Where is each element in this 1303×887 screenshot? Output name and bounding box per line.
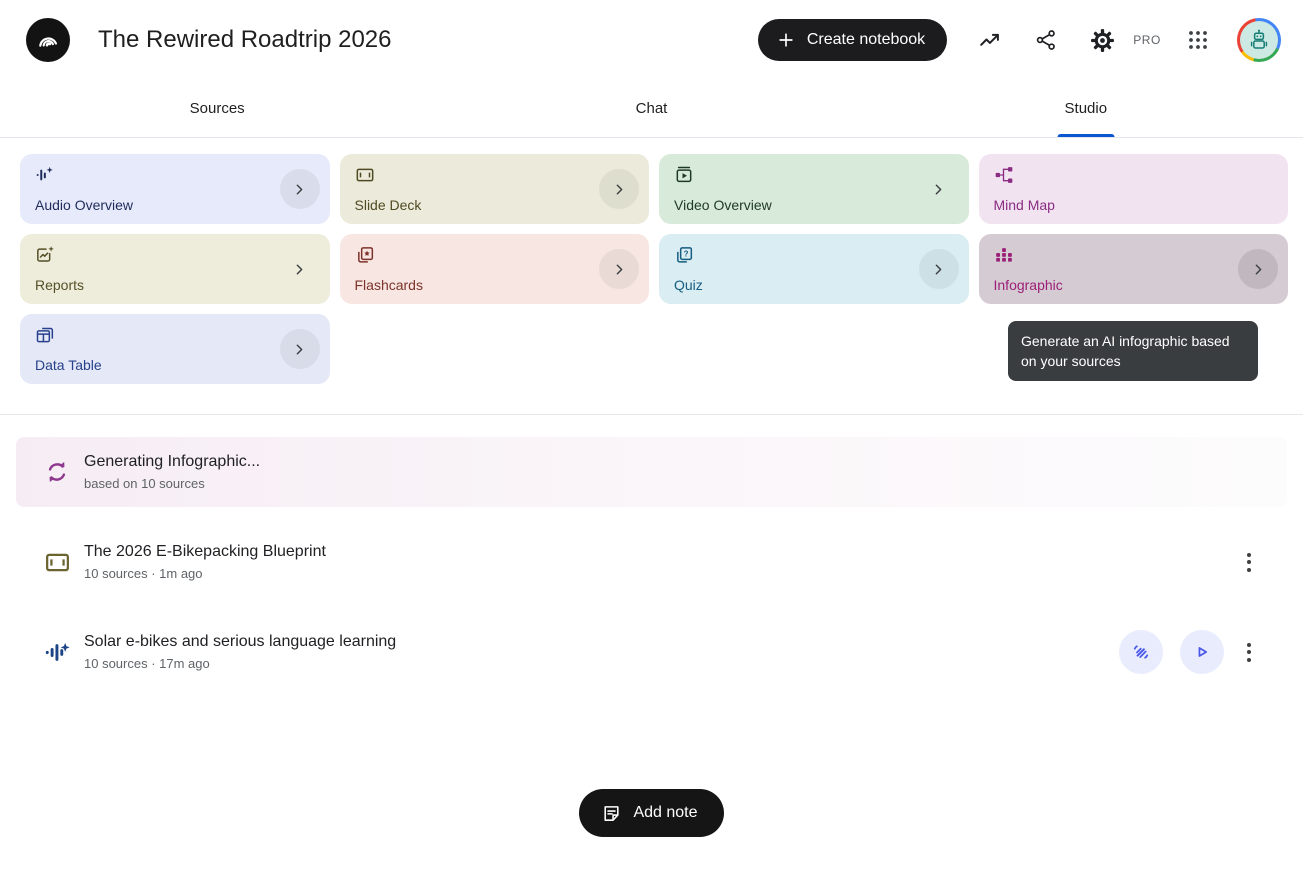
notebook-title[interactable]: The Rewired Roadtrip 2026	[98, 26, 392, 53]
tool-card-video-overview[interactable]: Video Overview	[659, 154, 969, 224]
chevron-right-icon[interactable]	[279, 169, 320, 209]
slide-frame-icon	[42, 549, 72, 576]
chevron-right-icon[interactable]	[279, 329, 320, 369]
tab-sources-label: Sources	[189, 100, 245, 117]
tool-card-flashcards[interactable]: Flashcards	[339, 234, 649, 304]
artifact-row-generating-infographic[interactable]: Generating Infographic... based on 10 so…	[16, 437, 1287, 507]
artifact-text: Solar e-bikes and serious language learn…	[84, 633, 396, 671]
add-note-container: Add note	[0, 789, 1303, 837]
artifact-title: Solar e-bikes and serious language learn…	[84, 633, 397, 650]
share-icon[interactable]	[1033, 27, 1059, 53]
apps-grid-icon[interactable]	[1185, 27, 1211, 53]
artifact-title: The 2026 E-Bikepacking Blueprint	[84, 543, 326, 560]
tool-label: Video Overview	[674, 197, 772, 213]
chevron-right-icon[interactable]	[599, 169, 639, 209]
artifact-actions	[1119, 630, 1287, 674]
account-avatar[interactable]	[1237, 18, 1281, 62]
chevron-right-icon[interactable]	[599, 249, 639, 289]
tool-card-mind-map[interactable]: Mind Map	[978, 154, 1288, 224]
header-actions: Create notebook	[757, 18, 1281, 62]
artifact-subtitle: 10 sources · 1m ago	[84, 566, 203, 581]
tool-label: Infographic	[993, 277, 1063, 293]
notebooklm-logo[interactable]	[26, 18, 70, 62]
video-frame-play-icon	[674, 165, 694, 185]
sync-progress-icon	[42, 459, 72, 485]
tool-card-quiz[interactable]: ? Quiz	[659, 234, 969, 304]
tool-label: Audio Overview	[35, 197, 134, 213]
logo-arcs-icon	[39, 37, 58, 47]
tool-label: Mind Map	[993, 197, 1055, 213]
tool-card-data-table[interactable]: Data Table	[20, 314, 330, 384]
create-notebook-button[interactable]: Create notebook	[757, 19, 948, 61]
artifact-row-slide-deck[interactable]: The 2026 E-Bikepacking Blueprint 10 sour…	[16, 527, 1287, 597]
studio-tools-grid: Audio Overview Slide Deck	[0, 138, 1303, 400]
audio-waveform-sparkle-icon	[35, 165, 55, 185]
chevron-right-icon[interactable]	[919, 169, 959, 209]
section-divider	[0, 414, 1303, 415]
tool-card-reports[interactable]: Reports	[20, 234, 330, 304]
data-table-icon	[35, 325, 55, 345]
analytics-trending-up-icon[interactable]	[977, 27, 1003, 53]
tab-bar: Sources Chat Studio	[0, 80, 1303, 138]
more-options-menu-icon[interactable]	[1241, 635, 1257, 670]
active-tab-indicator	[1057, 134, 1115, 137]
artifact-text: The 2026 E-Bikepacking Blueprint 10 sour…	[84, 543, 326, 581]
cards-question-icon: ?	[674, 245, 694, 265]
bar-chart-segments-icon	[994, 245, 1014, 265]
note-icon	[604, 805, 620, 821]
tool-card-infographic[interactable]: Infographic	[978, 234, 1288, 304]
add-note-label: Add note	[633, 804, 698, 821]
tool-label: Slide Deck	[354, 197, 422, 213]
tool-label: Flashcards	[354, 277, 423, 293]
pro-badge: PRO	[1133, 33, 1161, 47]
artifact-title: Generating Infographic...	[84, 453, 261, 470]
chevron-right-icon[interactable]	[918, 249, 959, 289]
node-graph-icon	[994, 165, 1014, 185]
artifact-row-audio-overview[interactable]: Solar e-bikes and serious language learn…	[16, 617, 1287, 687]
header: The Rewired Roadtrip 2026 Create noteboo…	[0, 0, 1303, 80]
tab-studio-label: Studio	[1064, 100, 1108, 117]
artifact-text: Generating Infographic... based on 10 so…	[84, 453, 260, 491]
audio-waveform-sparkle-icon	[42, 639, 72, 666]
tool-label: Quiz	[674, 277, 703, 293]
chevron-right-icon[interactable]	[280, 249, 320, 289]
svg-text:?: ?	[684, 250, 689, 259]
more-options-menu-icon[interactable]	[1241, 545, 1257, 580]
artifact-subtitle: based on 10 sources	[84, 476, 205, 491]
chevron-right-icon[interactable]	[1238, 249, 1278, 289]
tool-card-slide-deck[interactable]: Slide Deck	[339, 154, 649, 224]
infographic-tooltip: Generate an AI infographic based on your…	[1008, 321, 1258, 381]
create-notebook-label: Create notebook	[806, 31, 926, 48]
cards-star-icon	[355, 245, 375, 265]
tool-label: Data Table	[35, 357, 102, 373]
interactive-mode-button[interactable]	[1119, 630, 1163, 674]
tab-sources[interactable]: Sources	[0, 80, 434, 137]
slide-frame-icon	[355, 165, 375, 185]
add-note-button[interactable]: Add note	[579, 789, 724, 837]
artifact-list: Generating Infographic... based on 10 so…	[0, 415, 1303, 687]
hand-wave-icon	[1133, 645, 1149, 659]
plus-icon	[779, 33, 793, 47]
artifact-subtitle: 10 sources · 17m ago	[84, 656, 210, 671]
play-icon	[1198, 647, 1208, 657]
tab-chat-label: Chat	[635, 100, 668, 117]
artifact-actions	[1241, 545, 1287, 580]
avatar-robot-icon	[1240, 21, 1278, 59]
tool-card-audio-overview[interactable]: Audio Overview	[20, 154, 330, 224]
tool-label: Reports	[35, 277, 85, 293]
tab-studio[interactable]: Studio	[869, 80, 1303, 137]
report-chart-sparkle-icon	[35, 245, 55, 265]
settings-gear-icon[interactable]	[1089, 27, 1115, 53]
tab-chat[interactable]: Chat	[434, 80, 868, 137]
play-button[interactable]	[1180, 630, 1224, 674]
